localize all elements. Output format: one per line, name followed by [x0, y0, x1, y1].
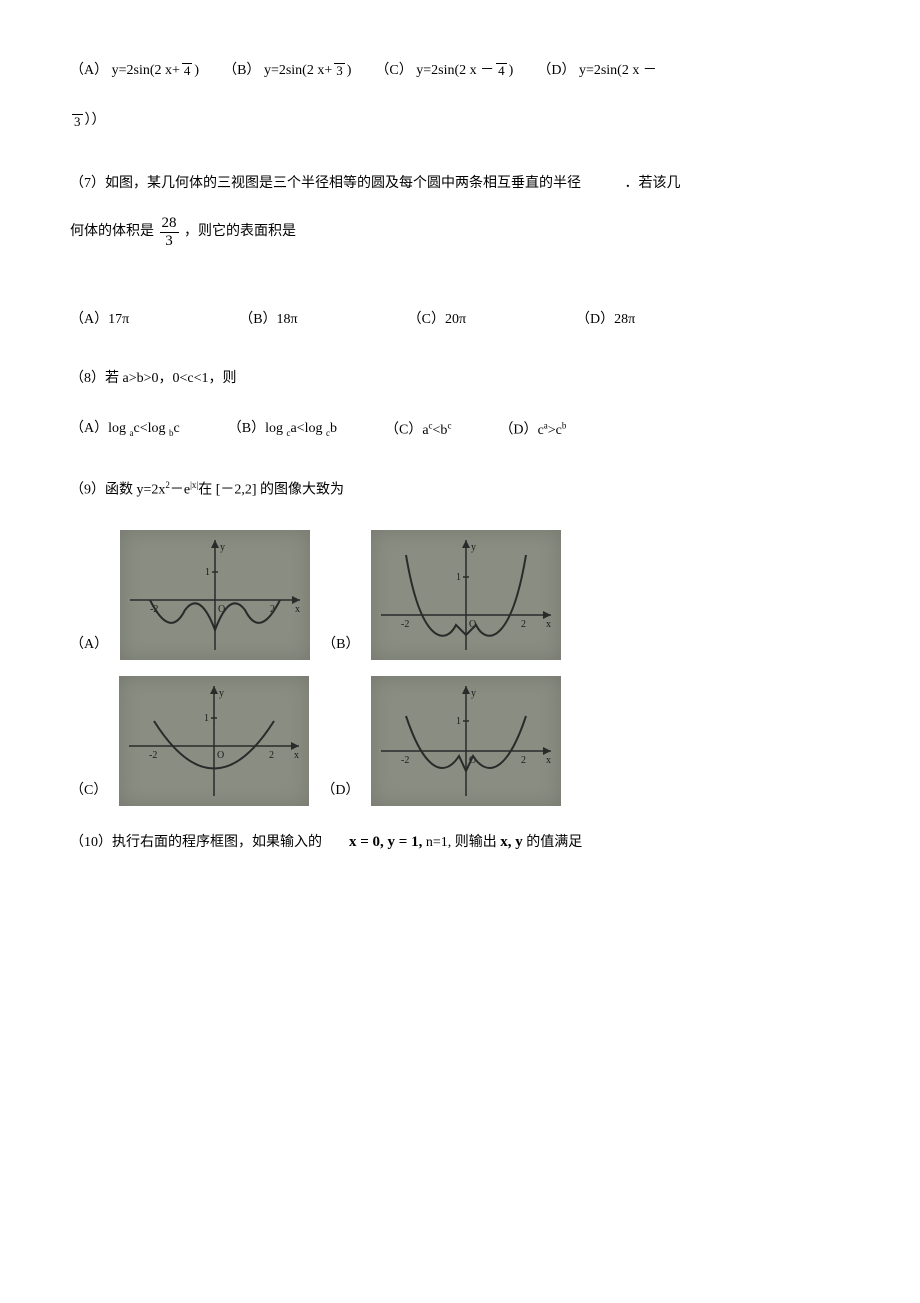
svg-text:x: x	[294, 750, 299, 761]
q9-label-d: （D）	[321, 780, 359, 806]
q6-c-tail: )	[509, 63, 514, 78]
q8-a-expr: log ac<log bc	[108, 421, 180, 436]
q7-line1-tail: ．若该几	[625, 176, 681, 191]
svg-text:-2: -2	[149, 750, 157, 761]
q6-b-tail: )	[347, 63, 352, 78]
q9-graph-b: y x O -2 2 1	[371, 530, 561, 660]
svg-text:2: 2	[269, 750, 274, 761]
svg-text:1: 1	[456, 716, 461, 727]
svg-text:x: x	[546, 755, 551, 766]
q7-options: （A）17π （B）18π （C）20π （D）28π	[70, 309, 850, 331]
q7-option-a: （A）17π	[70, 309, 129, 331]
q7-line2-pre: 何体的体积是	[70, 224, 154, 239]
q6-options-line2: 3））	[70, 110, 850, 132]
svg-text:O: O	[217, 750, 224, 761]
q6-option-d: （D） y=2sin(2 x －	[537, 60, 657, 82]
svg-text:y: y	[471, 542, 476, 553]
q6-a-frac: 4	[182, 63, 193, 78]
q10-stem: （10）执行右面的程序框图，如果输入的 x = 0, y = 1, n=1, 则…	[70, 830, 850, 854]
q10-mid: n=1, 则输出	[426, 835, 500, 850]
q6-c-text: y=2sin(2 x －	[416, 63, 494, 78]
q7-stem-line2: 何体的体积是 283 ，则它的表面积是	[70, 215, 850, 249]
q8-option-d: （D）ca>cb	[499, 418, 566, 442]
svg-text:y: y	[219, 688, 224, 699]
q7-line1-text: （7）如图，某几何体的三视图是三个半径相等的圆及每个圆中两条相互垂直的半径	[70, 176, 581, 191]
svg-text:-2: -2	[401, 755, 409, 766]
q8-stem: （8）若 a>b>0，0<c<1，则	[70, 368, 850, 390]
q9-label-b: （B）	[322, 634, 359, 660]
q9-graph-c: y x O -2 2 1	[119, 676, 309, 806]
q8-c-expr: ac<bc	[422, 423, 451, 438]
q6-d-tail: ））	[85, 113, 106, 128]
q10-expr1: x = 0, y = 1,	[349, 834, 422, 850]
q9-pre: （9）函数 y=2x	[70, 483, 165, 498]
svg-text:x: x	[546, 619, 551, 630]
q9-stem: （9）函数 y=2x2－e|x|在 [－2,2] 的图像大致为	[70, 478, 850, 502]
q9-graphs-row1: （A） y x O -2 2 1 （B） y x O -2 2	[70, 530, 850, 660]
svg-text:y: y	[471, 688, 476, 699]
q7-line2-post: ，则它的表面积是	[184, 224, 296, 239]
q6-a-label: （A）	[70, 63, 108, 78]
q10-post: 的值满足	[526, 835, 582, 850]
q9-label-c: （C）	[70, 780, 107, 806]
q6-d-frac: 3	[72, 114, 83, 129]
q9-graph-a: y x O -2 2 1	[120, 530, 310, 660]
q9-label-a: （A）	[70, 634, 108, 660]
svg-text:2: 2	[521, 755, 526, 766]
q6-option-a: （A） y=2sin(2 x+4)	[70, 60, 199, 82]
svg-text:1: 1	[204, 713, 209, 724]
q8-option-c: （C）ac<bc	[385, 418, 451, 442]
q6-d-label: （D）	[537, 63, 575, 78]
svg-text:x: x	[295, 604, 300, 615]
q6-option-b: （B） y=2sin(2 x+3)	[223, 60, 351, 82]
svg-text:1: 1	[205, 567, 210, 578]
q6-options-line1: （A） y=2sin(2 x+4) （B） y=2sin(2 x+3) （C） …	[70, 60, 850, 82]
svg-text:1: 1	[456, 572, 461, 583]
q9-post: 在 [－2,2] 的图像大致为	[198, 483, 344, 498]
q6-c-frac: 4	[496, 63, 507, 78]
q7-option-b: （B）18π	[239, 309, 297, 331]
q8-d-expr: ca>cb	[538, 423, 567, 438]
q9-graph-d: y x O -2 2 1	[371, 676, 561, 806]
q10-pre: （10）执行右面的程序框图，如果输入的	[70, 835, 322, 850]
q6-d-text: y=2sin(2 x －	[579, 63, 657, 78]
q8-option-b: （B）log ca<log cb	[228, 418, 337, 442]
q6-a-tail: )	[194, 63, 199, 78]
q6-b-text: y=2sin(2 x+	[264, 63, 332, 78]
q6-b-label: （B）	[223, 63, 260, 78]
q8-option-a: （A）log ac<log bc	[70, 418, 180, 442]
q10-expr2: x, y	[500, 834, 523, 850]
q8-options: （A）log ac<log bc （B）log ca<log cb （C）ac<…	[70, 418, 850, 442]
q9-graphs-row2: （C） y x O -2 2 1 （D） y x O -2 2	[70, 676, 850, 806]
q9-mid: －e	[170, 483, 190, 498]
q6-a-text: y=2sin(2 x+	[112, 63, 180, 78]
q6-c-label: （C）	[375, 63, 412, 78]
q7-stem-line1: （7）如图，某几何体的三视图是三个半径相等的圆及每个圆中两条相互垂直的半径 ．若…	[70, 173, 850, 195]
svg-text:2: 2	[521, 619, 526, 630]
q7-frac: 283	[160, 215, 179, 249]
q7-option-d: （D）28π	[576, 309, 635, 331]
q8-b-expr: log ca<log cb	[265, 421, 337, 436]
svg-text:y: y	[220, 542, 225, 553]
q7-option-c: （C）20π	[408, 309, 466, 331]
svg-text:-2: -2	[401, 619, 409, 630]
q6-b-frac: 3	[334, 63, 345, 78]
q6-option-c: （C） y=2sin(2 x －4)	[375, 60, 513, 82]
